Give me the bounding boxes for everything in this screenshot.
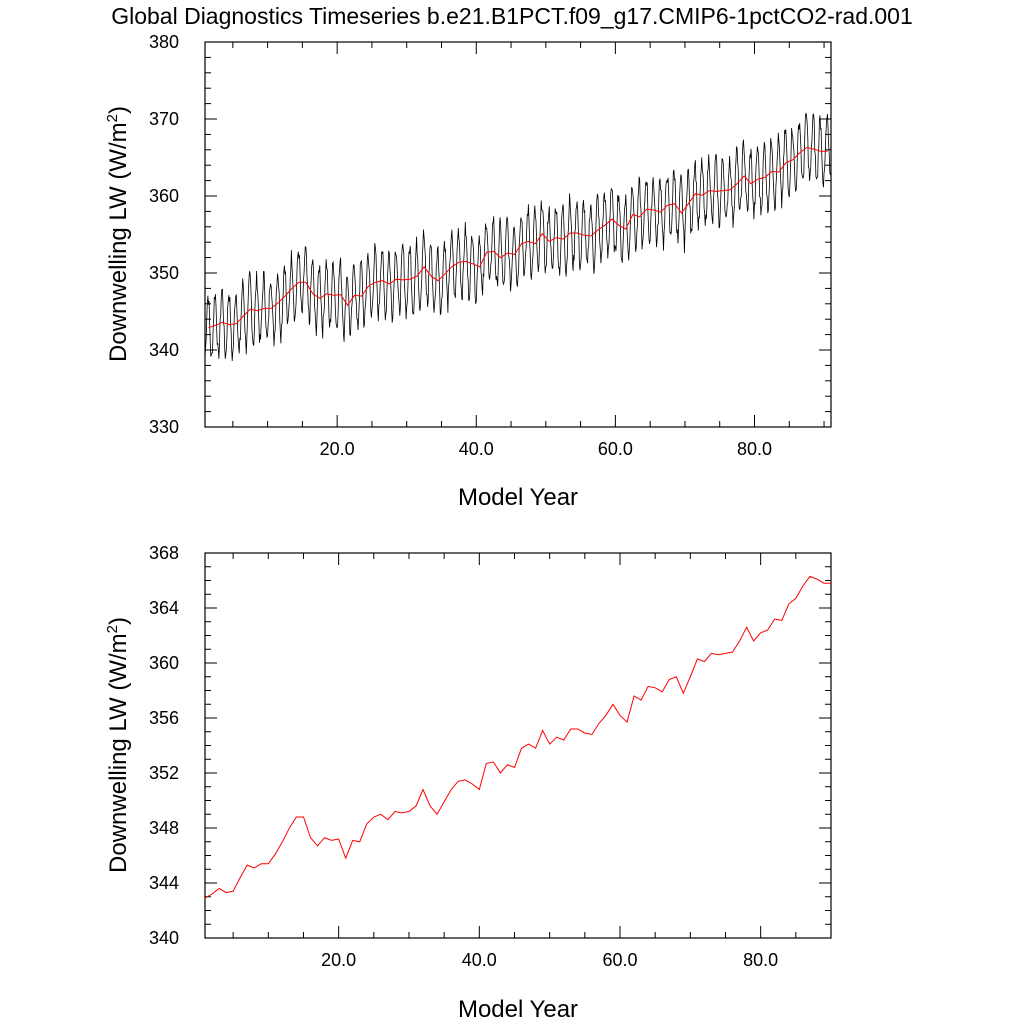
y-tick-label: 360 (149, 653, 179, 673)
x-tick-label: 80.0 (737, 439, 772, 459)
top-panel-monthly-and-annual: 20.0 40.0 60.0 80.0 330 340 350 360 370 380 Model … (104, 32, 832, 511)
x-tick-label: 40.0 (459, 439, 494, 459)
y-tick-label: 330 (149, 417, 179, 437)
annual-mean-line (208, 146, 828, 329)
y-tick-label: 340 (149, 928, 179, 948)
y-tick-label: 356 (149, 708, 179, 728)
y-axis-label: Downwelling LW (W/m2) (104, 617, 132, 873)
y-tick-label: 364 (149, 598, 179, 618)
x-tick-label: 60.0 (602, 950, 637, 970)
y-tick-label: 344 (149, 873, 179, 893)
x-tick-label: 80.0 (743, 950, 778, 970)
plot-frame (204, 41, 832, 428)
monthly-series-line (204, 112, 831, 362)
y-axis-label: Downwelling LW (W/m2) (104, 106, 132, 362)
x-tick-label: 40.0 (462, 950, 497, 970)
x-tick-label: 60.0 (598, 439, 633, 459)
y-tick-label: 350 (149, 263, 179, 283)
y-tick-label: 348 (149, 818, 179, 838)
chart-title: Global Diagnostics Timeseries b.e21.B1PC… (111, 3, 913, 29)
x-axis-label: Model Year (458, 996, 578, 1023)
y-tick-label: 370 (149, 109, 179, 129)
x-tick-label: 20.0 (320, 439, 355, 459)
y-tick-label: 340 (149, 340, 179, 360)
plot-frame (204, 552, 832, 939)
y-tick-label: 352 (149, 763, 179, 783)
bottom-panel-annual-mean: 20.0 40.0 60.0 80.0 340 344 348 352 356 360 364 368… (104, 543, 832, 1023)
annual-mean-line (204, 575, 831, 899)
x-tick-label: 20.0 (321, 950, 356, 970)
y-tick-label: 368 (149, 543, 179, 563)
y-tick-label: 380 (149, 32, 179, 52)
y-tick-label: 360 (149, 186, 179, 206)
x-axis-label: Model Year (458, 484, 578, 511)
